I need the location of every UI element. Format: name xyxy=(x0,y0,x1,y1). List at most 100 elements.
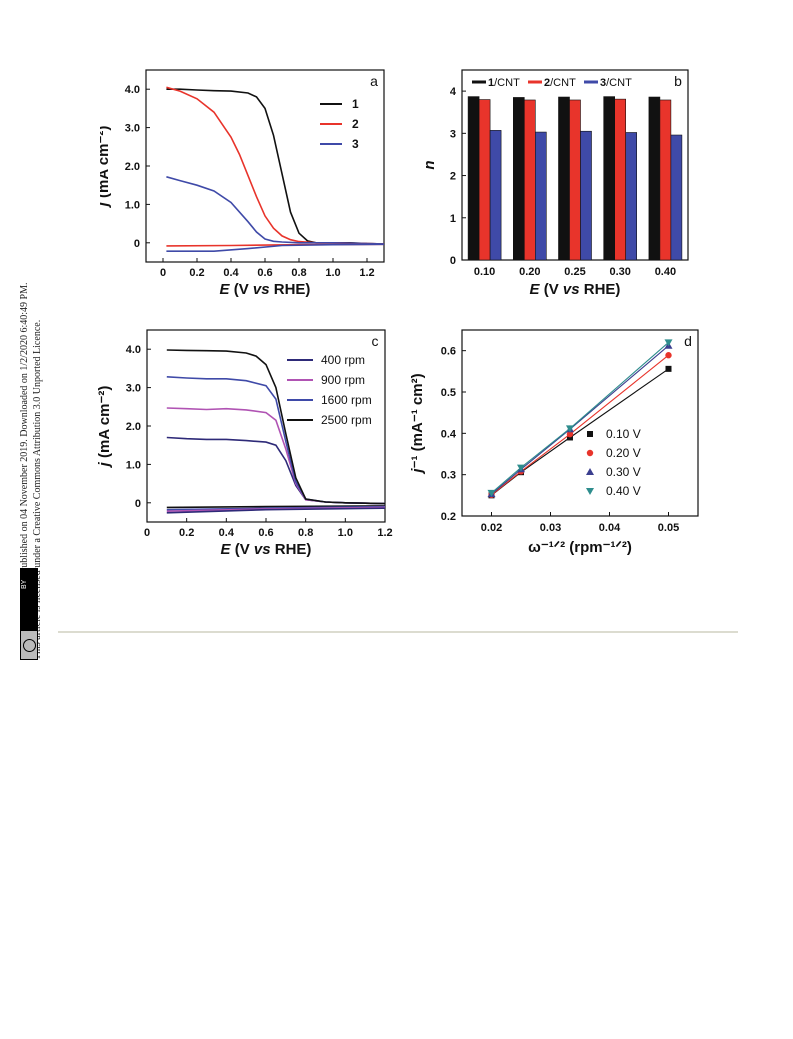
x-axis-label: E (V vs RHE) xyxy=(221,541,312,558)
chart-panel-d: 0.02 0.03 0.04 0.05 0.2 0.3 0.4 0.5 0.6 0.10 V 0.2… xyxy=(410,329,699,556)
x-tick-label: 1.2 xyxy=(359,267,374,279)
y-axis-label: j (mA cm⁻²) xyxy=(96,386,113,469)
x-axis-label: E (V vs RHE) xyxy=(220,281,311,298)
data-point xyxy=(566,434,573,441)
chart-panel-a: 0 0.2 0.4 0.6 0.8 1.0 1.2 0 1.0 2.0 3.0 4.0 a1 2 3 E (V… xyxy=(100,69,385,298)
legend-label: 2/CNT xyxy=(544,77,576,89)
y-tick-label: 4.0 xyxy=(125,84,140,96)
cc-by-text: BY xyxy=(21,579,28,589)
y-tick-label: 2 xyxy=(450,171,456,183)
panel-letter: d xyxy=(684,333,692,349)
divider xyxy=(58,631,738,633)
series-line xyxy=(166,507,386,514)
x-tick-label: 0.6 xyxy=(258,527,273,539)
fit-line xyxy=(491,345,669,495)
x-tick-label: 0.40 xyxy=(655,266,676,278)
x-tick-label: 0.05 xyxy=(658,522,679,534)
bar xyxy=(513,97,525,261)
bar xyxy=(648,96,661,261)
series-line xyxy=(166,88,385,245)
x-tick-label: 0 xyxy=(160,267,166,279)
series-line xyxy=(166,349,386,505)
x-tick-label: 0.4 xyxy=(223,267,239,279)
x-tick-label: 0.02 xyxy=(481,522,502,534)
cc-license-badge[interactable]: BY xyxy=(20,568,38,660)
x-tick-label: 0.04 xyxy=(599,522,621,534)
panel-letter: b xyxy=(674,73,682,89)
fit-line xyxy=(491,368,669,496)
data-point xyxy=(566,430,574,438)
y-tick-label: 3 xyxy=(450,128,456,140)
legend-label: 3/CNT xyxy=(600,77,632,89)
legend-label: 400 rpm xyxy=(321,353,365,367)
y-tick-label: 0.2 xyxy=(441,511,456,523)
y-tick-label: 3.0 xyxy=(125,123,140,135)
x-tick-label: 0.8 xyxy=(298,527,313,539)
series-line xyxy=(166,436,386,505)
x-tick-label: 0.2 xyxy=(189,267,204,279)
bar xyxy=(625,132,637,261)
plot-frame xyxy=(461,329,699,517)
data-point xyxy=(586,488,594,495)
y-tick-label: 3.0 xyxy=(126,383,141,395)
series-line xyxy=(166,176,385,245)
y-tick-label: 2.0 xyxy=(126,421,141,433)
bar xyxy=(535,131,547,261)
bar xyxy=(558,96,570,261)
series-line xyxy=(166,243,385,252)
cc-by-label: BY xyxy=(21,575,35,595)
x-tick-label: 0.8 xyxy=(291,267,306,279)
cc-icon xyxy=(21,631,37,659)
y-tick-label: 1 xyxy=(450,213,456,225)
x-tick-label: 0.25 xyxy=(564,266,585,278)
y-tick-label: 0 xyxy=(135,498,141,510)
legend-label: 0.40 V xyxy=(606,484,641,498)
data-point xyxy=(517,464,525,472)
y-axis-label: j⁻¹ (mA⁻¹ cm²) xyxy=(410,373,426,474)
x-tick-label: 0.30 xyxy=(609,266,630,278)
y-axis-label: j (mA cm⁻²) xyxy=(100,126,112,209)
plot-frame xyxy=(145,69,385,263)
panel-letter: c xyxy=(372,333,379,349)
y-axis-label: n xyxy=(421,160,438,169)
y-tick-label: 0.5 xyxy=(441,387,456,399)
bar xyxy=(478,99,491,261)
bar xyxy=(569,99,581,261)
y-tick-label: 1.0 xyxy=(125,199,140,211)
data-point xyxy=(586,449,594,457)
legend-label: 900 rpm xyxy=(321,373,365,387)
legend-label: 2 xyxy=(352,117,359,131)
x-tick-label: 0 xyxy=(144,527,150,539)
fit-line xyxy=(491,341,669,494)
bar xyxy=(467,96,480,261)
data-point xyxy=(586,468,594,475)
y-tick-label: 0 xyxy=(450,255,456,267)
data-point xyxy=(665,352,672,359)
x-tick-label: 0.10 xyxy=(474,266,495,278)
y-tick-label: 0.6 xyxy=(441,346,456,358)
legend-label: 1/CNT xyxy=(488,77,520,89)
data-point xyxy=(664,339,673,347)
data-point xyxy=(665,365,672,372)
legend-label: 1 xyxy=(352,97,359,111)
legend-label: 2500 rpm xyxy=(321,413,372,427)
chart-panel-c: 0 0.2 0.4 0.6 0.8 1.0 1.2 0 1.0 2.0 3.0 4.0 c 400 rpm… xyxy=(96,329,393,558)
x-axis-label: ω⁻¹ᐟ² (rpm⁻¹ᐟ²) xyxy=(528,539,632,556)
data-point xyxy=(487,489,496,497)
x-tick-label: 0.6 xyxy=(257,267,272,279)
legend-label: 0.30 V xyxy=(606,465,641,479)
bar xyxy=(670,134,683,261)
chart-panel-b: 0 1 2 3 4 0.10 0.20 0.25 0.30 0.40 1/CNT 2/CNT 3/CNT… xyxy=(421,69,689,298)
x-tick-label: 0.03 xyxy=(540,522,561,534)
y-tick-label: 0 xyxy=(134,238,140,250)
x-tick-label: 1.2 xyxy=(377,527,392,539)
legend-label: 1600 rpm xyxy=(321,393,372,407)
y-tick-label: 0.3 xyxy=(441,470,456,482)
y-tick-label: 1.0 xyxy=(126,459,141,471)
series-line xyxy=(166,505,386,509)
y-tick-label: 0.4 xyxy=(441,428,457,440)
x-tick-label: 1.0 xyxy=(325,267,340,279)
x-tick-label: 0.2 xyxy=(179,527,194,539)
legend-label: 0.10 V xyxy=(606,427,641,441)
